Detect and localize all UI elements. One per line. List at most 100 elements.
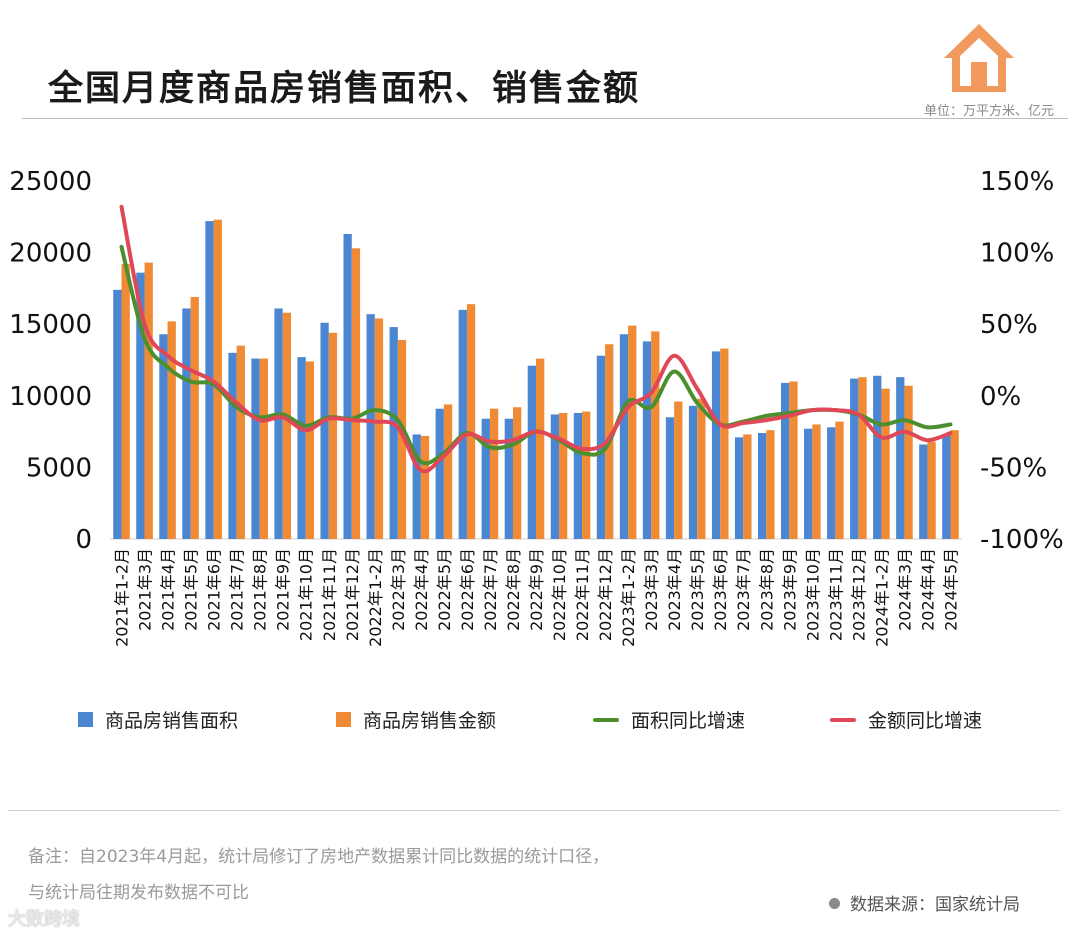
legend-area: 商品房销售面积 [78, 706, 238, 733]
bar-amount [582, 411, 591, 539]
bar-area [481, 418, 490, 539]
bar-amount [881, 388, 890, 539]
bar-area [757, 433, 767, 539]
x-axis-tick: 2023年9月 [780, 548, 799, 631]
bar-amount [213, 219, 222, 539]
bar-area [550, 414, 560, 539]
bar-area [412, 434, 421, 539]
x-axis-tick: 2022年12月 [596, 548, 615, 641]
x-axis-tick: 2021年6月 [205, 548, 224, 631]
legend-amount-yoy: 金额同比增速 [830, 706, 982, 733]
right-axis-tick: 50% [980, 310, 1038, 340]
x-axis-tick: 2023年4月 [665, 548, 684, 631]
right-axis-tick: -100% [980, 525, 1064, 555]
bar-amount [443, 404, 453, 539]
bar-area [435, 408, 444, 539]
bar-area [942, 434, 951, 539]
legend-area-label: 商品房销售面积 [105, 710, 239, 732]
bar-amount [812, 424, 821, 539]
x-axis-tick: 2022年7月 [481, 548, 500, 631]
bar-area [781, 382, 790, 539]
bar-area [320, 322, 329, 539]
bar-amount [351, 248, 361, 539]
footer-divider [8, 810, 1060, 811]
bar-amount [512, 407, 522, 539]
x-axis-tick: 2023年10月 [803, 548, 822, 641]
bar-area [228, 352, 237, 539]
bar-area [297, 357, 306, 539]
x-axis-tick: 2022年9月 [527, 548, 546, 631]
x-axis-tick: 2023年12月 [849, 548, 868, 641]
bar-area [458, 309, 467, 539]
bar-amount [720, 348, 729, 539]
x-axis-tick: 2022年1-2月 [366, 548, 385, 647]
page-title: 全国月度商品房销售面积、销售金额 [48, 69, 641, 109]
legend-amount-label: 商品房销售金额 [363, 710, 497, 732]
line-amount-yoy [119, 204, 953, 474]
x-axis-tick: 2024年5月 [941, 548, 960, 631]
left-axis-tick: 15000 [9, 310, 92, 340]
legend-area-yoy-label: 面积同比增速 [631, 710, 746, 732]
legend-amount-swatch [336, 712, 351, 727]
bar-area [159, 334, 168, 539]
x-axis-tick: 2023年1-2月 [619, 548, 638, 647]
left-axis-tick: 0 [75, 525, 92, 555]
house-logo-icon [944, 24, 1014, 92]
bar-area [343, 233, 352, 539]
x-axis-tick: 2023年6月 [711, 548, 730, 631]
bar-area [136, 272, 145, 539]
x-axis-tick: 2022年8月 [504, 548, 523, 631]
x-axis-tick: 2022年11月 [573, 548, 592, 641]
right-axis-tick: 100% [980, 239, 1054, 269]
bar-amount [121, 264, 130, 539]
bar-area [251, 358, 260, 539]
right-axis-tick: 0% [980, 382, 1021, 412]
x-axis-tick: 2021年8月 [251, 548, 270, 631]
note-line-1: 备注：自2023年4月起，统计局修订了房地产数据累计同比数据的统计口径， [28, 847, 610, 867]
bar-area [527, 365, 536, 539]
bar-amount [489, 408, 499, 539]
bar-amount [328, 332, 338, 539]
bar-amount [697, 398, 706, 539]
bar-area [642, 341, 652, 539]
bar-amount [651, 331, 660, 539]
x-axis-tick: 2021年10月 [297, 548, 316, 641]
bar-area [734, 437, 744, 539]
bar-area [113, 289, 122, 539]
bar-area [504, 418, 513, 539]
legend-amount-yoy-label: 金额同比增速 [868, 710, 983, 732]
chart: 0 5000 10000 15000 20000 25000 -100% -50% 0% 50% 1… [9, 167, 1064, 647]
bar-amount [559, 412, 568, 539]
bar-amount [766, 430, 775, 539]
left-axis-tick: 20000 [9, 239, 92, 269]
bar-amount [282, 312, 291, 539]
x-axis-tick: 2021年12月 [343, 548, 362, 641]
bar-amount [466, 304, 476, 539]
bar-area [688, 405, 698, 539]
legend-area-yoy: 面积同比增速 [593, 706, 745, 733]
legend-amount-yoy-swatch [830, 717, 856, 722]
left-axis-tick: 25000 [9, 167, 92, 197]
x-axis-tick: 2021年11月 [320, 548, 339, 641]
brand-watermark: 大数跨境 [8, 909, 80, 930]
source-dot-icon [829, 898, 840, 909]
bar-area [850, 378, 859, 539]
legend-area-yoy-swatch [593, 717, 619, 722]
x-axis-tick: 2024年1-2月 [872, 548, 891, 647]
x-axis-tick: 2022年4月 [412, 548, 431, 631]
bar-area [919, 444, 928, 539]
x-axis-tick: 2021年1-2月 [113, 548, 132, 647]
bar-amount [144, 262, 153, 539]
bar-amount [950, 430, 959, 539]
bar-amount [305, 361, 315, 539]
bar-area [389, 327, 398, 539]
bar-area [711, 351, 721, 539]
bar-area [182, 308, 191, 539]
x-axis-tick: 2021年3月 [136, 548, 155, 631]
bar-area [619, 334, 629, 539]
unit-label: 单位：万平方米、亿元 [923, 104, 1054, 119]
bar-amount [789, 381, 798, 539]
x-axis-tick: 2023年11月 [826, 548, 845, 641]
bar-area [665, 417, 675, 539]
x-axis-tick: 2022年6月 [458, 548, 477, 631]
